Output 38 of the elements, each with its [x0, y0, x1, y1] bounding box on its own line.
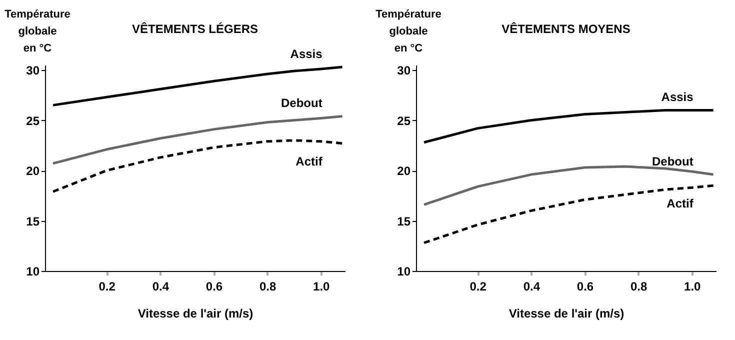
chart-title: VÊTEMENTS MOYENS: [502, 22, 630, 36]
line-series: [422, 184, 715, 244]
y-tick-label: 10: [26, 264, 40, 278]
line-series: [422, 165, 715, 206]
y-tick-label: 25: [397, 114, 411, 128]
line-series: [422, 108, 715, 144]
series-label: Debout: [280, 96, 322, 110]
series-label: Actif: [666, 196, 694, 211]
x-tick-label: 0.4: [152, 280, 170, 294]
line-series: [52, 66, 344, 106]
y-axis-title: Température globale en °C: [376, 8, 442, 54]
x-tick-label: 0.8: [630, 280, 648, 294]
y-tick-label: 20: [397, 164, 411, 178]
y-tick-label: 30: [397, 64, 411, 78]
y-axis-title: Température globale en °C: [4, 8, 70, 54]
series-label: Assis: [661, 90, 694, 104]
line-series: [52, 139, 344, 193]
series-label: Debout: [652, 154, 694, 169]
x-tick-label: 1.0: [313, 280, 330, 294]
line-series: [52, 115, 344, 165]
y-tick-label: 20: [26, 164, 40, 178]
y-tick-label: 10: [397, 264, 411, 278]
y-tick-label: 15: [397, 214, 411, 228]
x-tick-label: 0.4: [523, 280, 540, 294]
x-tick-label: 0.2: [470, 280, 487, 294]
series-label: Assis: [290, 47, 323, 62]
x-tick-label: 0.6: [206, 280, 223, 294]
x-axis-title: Vitesse de l'air (m/s): [508, 306, 624, 320]
chart-title: VÊTEMENTS LÉGERS: [132, 22, 258, 36]
y-tick-label: 25: [26, 114, 40, 128]
x-axis-title: Vitesse de l'air (m/s): [138, 306, 254, 320]
x-tick-label: 0.2: [98, 280, 116, 294]
y-tick-label: 30: [26, 64, 40, 78]
series-label: Actif: [296, 154, 324, 168]
x-tick-label: 1.0: [684, 280, 702, 294]
y-tick-label: 15: [26, 214, 40, 228]
x-tick-label: 0.8: [259, 280, 276, 294]
x-tick-label: 0.6: [576, 280, 594, 294]
